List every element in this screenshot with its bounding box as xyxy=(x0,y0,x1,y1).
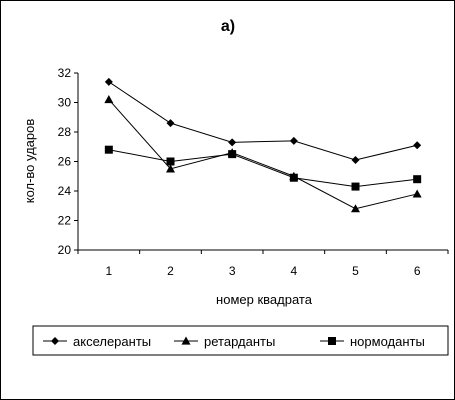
series-2-point xyxy=(104,95,114,104)
x-tick-label: 1 xyxy=(105,264,112,278)
legend-label-1: акселеранты xyxy=(73,334,151,349)
series-1-point xyxy=(166,119,175,128)
legend-marker-2 xyxy=(181,336,191,345)
series-3-point xyxy=(104,145,113,154)
series-3-point xyxy=(413,175,422,184)
x-tick-label: 2 xyxy=(167,264,174,278)
x-tick-label: 3 xyxy=(229,264,236,278)
y-tick-label: 30 xyxy=(58,96,72,110)
x-axis-label: номер квадрата xyxy=(216,292,313,307)
y-axis-label: кол-во ударов xyxy=(22,119,37,204)
y-tick-label: 22 xyxy=(58,214,72,228)
y-tick-label: 20 xyxy=(58,243,72,257)
series-1-point xyxy=(413,141,422,150)
legend-marker-3 xyxy=(328,337,336,345)
series-3-point xyxy=(289,173,298,182)
series-1-point xyxy=(104,77,113,86)
legend-box xyxy=(32,325,449,356)
series-1-point xyxy=(351,156,360,165)
x-tick-label: 6 xyxy=(414,264,421,278)
y-tick-label: 32 xyxy=(58,66,72,80)
series-2-point xyxy=(166,164,175,173)
y-tick-label: 24 xyxy=(58,184,72,198)
legend-label-2: ретарданты xyxy=(204,334,275,349)
legend-label-3: нормоданты xyxy=(350,334,425,349)
series-3-point xyxy=(228,150,237,159)
series-1-point xyxy=(228,138,237,147)
legend-marker-1 xyxy=(51,337,59,345)
y-tick-label: 26 xyxy=(58,155,72,169)
series-line-2 xyxy=(108,99,418,210)
series-line-3 xyxy=(108,149,418,188)
x-tick-label: 4 xyxy=(290,264,297,278)
series-1-point xyxy=(289,136,298,145)
series-3-point xyxy=(166,157,175,166)
y-tick-label: 28 xyxy=(58,125,72,139)
series-3-point xyxy=(351,182,360,191)
chart-title: а) xyxy=(221,18,235,35)
series-line-1 xyxy=(108,81,418,161)
series-2-point xyxy=(351,204,360,213)
series-2-point xyxy=(412,189,422,198)
x-tick-label: 5 xyxy=(352,264,359,278)
